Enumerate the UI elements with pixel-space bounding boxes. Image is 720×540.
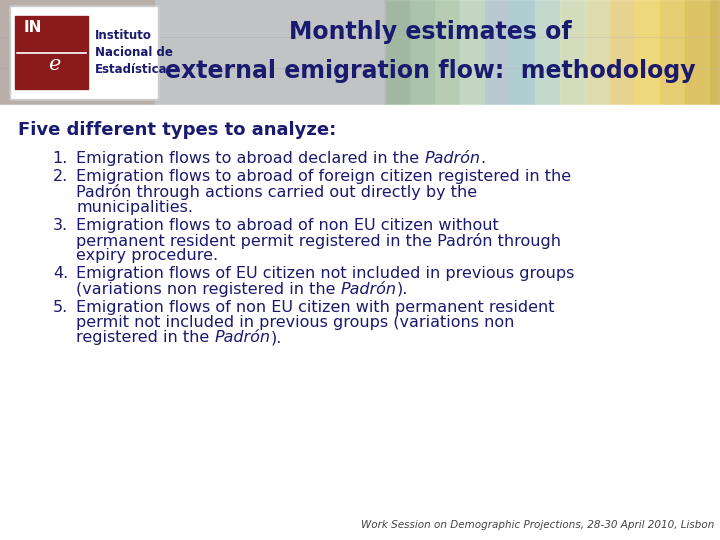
Text: ).: ). xyxy=(271,330,282,345)
Bar xyxy=(685,0,710,105)
Text: Padrón: Padrón xyxy=(215,330,271,345)
Text: permit not included in previous groups (variations non: permit not included in previous groups (… xyxy=(76,315,514,330)
Text: Emigration flows of non EU citizen with permanent resident: Emigration flows of non EU citizen with … xyxy=(76,300,554,315)
Bar xyxy=(485,0,510,105)
Bar xyxy=(155,0,385,105)
Text: registered in the: registered in the xyxy=(76,330,215,345)
Text: 5.: 5. xyxy=(53,300,68,315)
Bar xyxy=(710,0,720,105)
Text: .: . xyxy=(480,151,485,166)
Text: permanent resident permit registered in the Padrón through: permanent resident permit registered in … xyxy=(76,233,561,249)
Text: Emigration flows to abroad declared in the: Emigration flows to abroad declared in t… xyxy=(76,151,424,166)
Bar xyxy=(10,6,158,99)
Bar xyxy=(410,0,435,105)
Bar xyxy=(635,0,660,105)
Bar xyxy=(535,0,560,105)
Bar xyxy=(510,0,535,105)
Text: 2.: 2. xyxy=(53,169,68,184)
Text: expiry procedure.: expiry procedure. xyxy=(76,248,218,263)
Bar xyxy=(560,0,585,105)
Text: Emigration flows to abroad of non EU citizen without: Emigration flows to abroad of non EU cit… xyxy=(76,218,499,233)
Text: ).: ). xyxy=(397,281,408,296)
Bar xyxy=(15,16,88,89)
Bar xyxy=(10,6,158,99)
Text: (variations non registered in the: (variations non registered in the xyxy=(76,281,341,296)
Text: 4.: 4. xyxy=(53,266,68,281)
Text: IN: IN xyxy=(24,20,42,35)
Text: Padrón: Padrón xyxy=(424,151,480,166)
Text: Padrón: Padrón xyxy=(341,281,397,296)
Text: Work Session on Demographic Projections, 28-30 April 2010, Lisbon: Work Session on Demographic Projections,… xyxy=(361,520,714,530)
Bar xyxy=(0,0,720,105)
Bar xyxy=(610,0,635,105)
Bar xyxy=(385,0,720,105)
Bar xyxy=(385,0,410,105)
Text: e: e xyxy=(48,56,60,75)
Bar xyxy=(460,0,485,105)
Text: Five different types to analyze:: Five different types to analyze: xyxy=(18,121,336,139)
Text: Monthly estimates of: Monthly estimates of xyxy=(289,19,572,44)
Text: Instituto
Nacional de
Estadística: Instituto Nacional de Estadística xyxy=(94,29,172,76)
Bar xyxy=(0,105,720,540)
Text: 3.: 3. xyxy=(53,218,68,233)
Text: Padrón through actions carried out directly by the: Padrón through actions carried out direc… xyxy=(76,184,477,200)
Text: Emigration flows to abroad of foreign citizen registered in the: Emigration flows to abroad of foreign ci… xyxy=(76,169,571,184)
Bar xyxy=(435,0,460,105)
Text: municipalities.: municipalities. xyxy=(76,200,193,214)
Text: Emigration flows of EU citizen not included in previous groups: Emigration flows of EU citizen not inclu… xyxy=(76,266,575,281)
Bar xyxy=(585,0,610,105)
Bar xyxy=(660,0,685,105)
Text: 1.: 1. xyxy=(53,151,68,166)
Text: external emigration flow:  methodology: external emigration flow: methodology xyxy=(165,59,696,83)
